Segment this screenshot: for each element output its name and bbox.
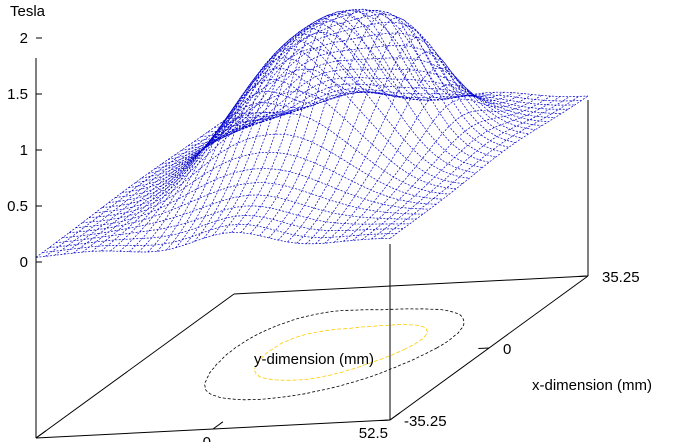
mesh-line-u xyxy=(63,112,263,255)
surface-mesh xyxy=(35,8,589,258)
mesh-line-v xyxy=(62,194,417,239)
z-tick-label: 0.5 xyxy=(7,198,28,215)
x-tick-mark xyxy=(577,275,589,278)
mesh-line-u xyxy=(250,8,449,235)
mesh-line-v xyxy=(121,32,476,194)
tick-labels: 00.511.52-52.5052.535.250-35.25 xyxy=(7,30,640,442)
mesh-line-u xyxy=(259,10,458,236)
mesh-line-v xyxy=(42,223,397,253)
mesh-line-v xyxy=(35,232,391,258)
mesh-line-v xyxy=(214,88,569,128)
mesh-line-u xyxy=(45,112,244,257)
x-tick-mark xyxy=(478,347,490,350)
mesh-line-v xyxy=(194,68,549,142)
contour-line xyxy=(253,324,428,381)
z-tick-label: 1.5 xyxy=(7,86,28,103)
y-tick-mark xyxy=(212,421,224,430)
mesh-line-v xyxy=(167,21,523,160)
axes xyxy=(35,58,589,439)
mesh-line-u xyxy=(119,102,318,252)
mesh-line-v xyxy=(128,20,483,189)
mesh-line-u xyxy=(287,25,486,243)
mesh-line-v xyxy=(55,205,410,244)
y-tick-label: 0 xyxy=(203,434,211,442)
y-tick-label: 52.5 xyxy=(359,425,388,442)
z-tick-label: 2 xyxy=(20,30,28,47)
mesh-line-u xyxy=(389,95,589,239)
mesh-line-u xyxy=(91,110,291,252)
x-tick-label: 35.25 xyxy=(602,269,640,286)
mesh-line-u xyxy=(361,96,561,240)
mesh-line-v xyxy=(220,91,575,124)
mesh-line-v xyxy=(148,8,503,174)
mesh-line-v xyxy=(95,113,450,214)
mesh-line-u xyxy=(305,51,505,245)
mesh-line-v xyxy=(187,57,542,147)
mesh-line-u xyxy=(240,9,439,233)
mesh-line-v xyxy=(49,215,404,248)
base-back-edge xyxy=(233,275,589,295)
mesh-line-v xyxy=(154,10,509,170)
contour-line xyxy=(204,308,465,401)
mesh-line-v xyxy=(68,182,424,234)
mesh-line-v xyxy=(161,14,516,165)
mesh-line-v xyxy=(75,168,430,229)
mesh-line-v xyxy=(82,151,437,224)
x-axis-label: x-dimension (mm) xyxy=(532,377,652,394)
mesh-line-u xyxy=(371,96,570,240)
y-tick-mark xyxy=(35,430,47,439)
contour-group xyxy=(204,308,465,401)
mesh-line-u xyxy=(380,96,579,239)
x-tick-label: -35.25 xyxy=(404,413,447,430)
mesh-line-v xyxy=(233,91,589,114)
mesh-line-u xyxy=(324,83,523,244)
mesh-line-v xyxy=(115,48,470,198)
x-tick-label: 0 xyxy=(503,341,511,358)
mesh-line-v xyxy=(88,133,443,219)
mesh-line-v xyxy=(108,68,463,203)
mesh-line-v xyxy=(181,45,536,151)
z-tick-label: 1 xyxy=(20,142,28,159)
mesh-line-v xyxy=(227,92,582,119)
mesh-line-v xyxy=(101,90,457,208)
base-left-edge xyxy=(35,293,235,439)
y-axis-label: y-dimension (mm) xyxy=(254,351,374,368)
z-axis-label: Tesla xyxy=(10,3,46,20)
x-tick-mark xyxy=(379,419,391,422)
mesh-line-v xyxy=(174,32,529,156)
y-tick-mark xyxy=(389,412,401,421)
mesh-line-u xyxy=(268,12,467,239)
mesh-line-u xyxy=(277,17,477,241)
mesh-line-u xyxy=(100,108,300,252)
mesh-line-v xyxy=(134,13,490,184)
z-tick-label: 0 xyxy=(20,254,28,271)
mesh-line-u xyxy=(352,95,551,241)
